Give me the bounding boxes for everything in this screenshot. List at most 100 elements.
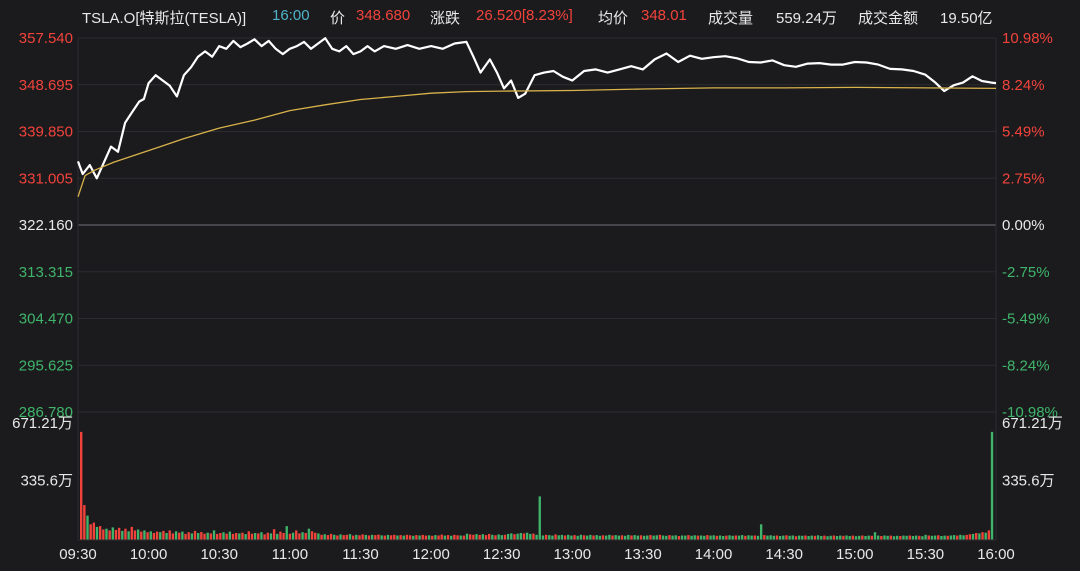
- volume-bar: [329, 533, 333, 540]
- volume-bar: [839, 535, 842, 540]
- volume-bar: [408, 535, 412, 540]
- volume-bar: [829, 535, 832, 540]
- volume-bar: [832, 535, 836, 540]
- y-tick-right: 10.98%: [1002, 30, 1053, 47]
- volume-bar: [750, 535, 753, 540]
- volume-bar: [165, 533, 168, 540]
- volume-bar: [690, 535, 693, 540]
- volume-bar: [241, 532, 244, 540]
- volume-bar: [598, 535, 602, 540]
- volume-bar: [696, 535, 700, 540]
- volume-bar: [301, 532, 304, 540]
- volume-bar: [336, 535, 339, 540]
- volume-bar: [605, 535, 608, 540]
- volume-bar: [693, 535, 696, 540]
- volume-bar: [956, 535, 959, 540]
- volume-bar: [867, 535, 870, 540]
- volume-bar: [788, 535, 791, 540]
- volume-bar: [450, 535, 453, 540]
- volume-bar: [351, 535, 355, 540]
- volume-bar: [431, 535, 434, 540]
- volume-bar: [965, 534, 968, 540]
- volume-bar: [949, 535, 953, 540]
- volume-bar: [314, 532, 317, 540]
- volume-bar: [744, 535, 747, 540]
- volume-bar: [775, 535, 779, 540]
- volume-bar: [389, 535, 393, 540]
- volume-bar: [197, 533, 200, 540]
- volume-bar: [437, 535, 440, 540]
- volume-bar: [260, 532, 263, 540]
- volume-bar: [858, 535, 861, 540]
- volume-bar: [933, 535, 937, 540]
- volume-bar: [864, 536, 867, 540]
- turnover-value: 19.50亿: [940, 10, 993, 27]
- volume-bar: [219, 533, 222, 540]
- volume-bar: [883, 535, 886, 540]
- volume-bar: [952, 535, 956, 540]
- volume-bar: [434, 535, 437, 540]
- volume-bar: [975, 533, 978, 540]
- volume-bar: [570, 535, 573, 540]
- volume-bar: [633, 535, 636, 540]
- y-tick-left: 331.005: [19, 170, 73, 187]
- volume-bar: [510, 533, 513, 540]
- volume-bar: [870, 535, 874, 540]
- volume-bar: [89, 524, 92, 540]
- volume-bar: [383, 535, 386, 540]
- volume-bar: [642, 535, 646, 540]
- volume-bar: [861, 535, 864, 540]
- volume-bar: [706, 535, 709, 540]
- volume-bar: [551, 535, 554, 540]
- volume-bar: [469, 534, 472, 540]
- volume-bar: [266, 532, 269, 540]
- volume-bar: [532, 533, 535, 540]
- volume-bar: [835, 536, 839, 540]
- volume-bar: [554, 534, 557, 540]
- volume-bar: [886, 535, 889, 540]
- y-tick-left: 313.315: [19, 264, 73, 281]
- volume-bar: [421, 534, 424, 540]
- volume-bar: [804, 535, 807, 540]
- volume-bar: [234, 533, 238, 540]
- volume-bar: [370, 534, 374, 540]
- volume-bar: [595, 535, 598, 540]
- volume-bar: [899, 536, 902, 540]
- volume-bar: [348, 534, 352, 540]
- volume-bar: [655, 535, 658, 540]
- y-tick-right: -2.75%: [1002, 264, 1050, 281]
- volume-bar: [149, 531, 152, 540]
- x-tick: 15:30: [907, 546, 945, 563]
- volume-bar: [80, 431, 83, 540]
- volume-bar: [914, 535, 918, 540]
- volume-bar: [380, 535, 383, 540]
- volume-bar: [987, 530, 991, 540]
- volume-bar: [117, 527, 121, 540]
- volume-bar: [984, 532, 987, 540]
- y-tick-left: 339.850: [19, 124, 73, 141]
- y-tick-right: 5.49%: [1002, 124, 1045, 141]
- y-tick-right: 8.24%: [1002, 77, 1045, 94]
- volume-bar: [962, 535, 965, 540]
- volume-bar: [159, 532, 162, 540]
- y-tick-left: 348.695: [19, 77, 73, 94]
- volume-bar: [206, 532, 209, 540]
- volume-bar: [108, 530, 111, 540]
- volume-bar: [140, 531, 143, 540]
- volume-bar: [684, 535, 687, 540]
- volume-bar: [317, 533, 320, 540]
- y-tick-right: -8.24%: [1002, 357, 1050, 374]
- volume-bar: [617, 535, 621, 540]
- x-tick: 10:00: [130, 546, 168, 563]
- volume-bar: [880, 536, 883, 540]
- volume-bar: [367, 535, 371, 540]
- volume-bar: [462, 535, 466, 540]
- volume-bar: [203, 533, 206, 540]
- volume-bar: [418, 535, 421, 540]
- volume-bar: [785, 535, 788, 540]
- volume-bar: [320, 534, 323, 540]
- volume-bar: [842, 535, 845, 540]
- volume-bar: [190, 533, 194, 540]
- volume-bar: [288, 533, 292, 540]
